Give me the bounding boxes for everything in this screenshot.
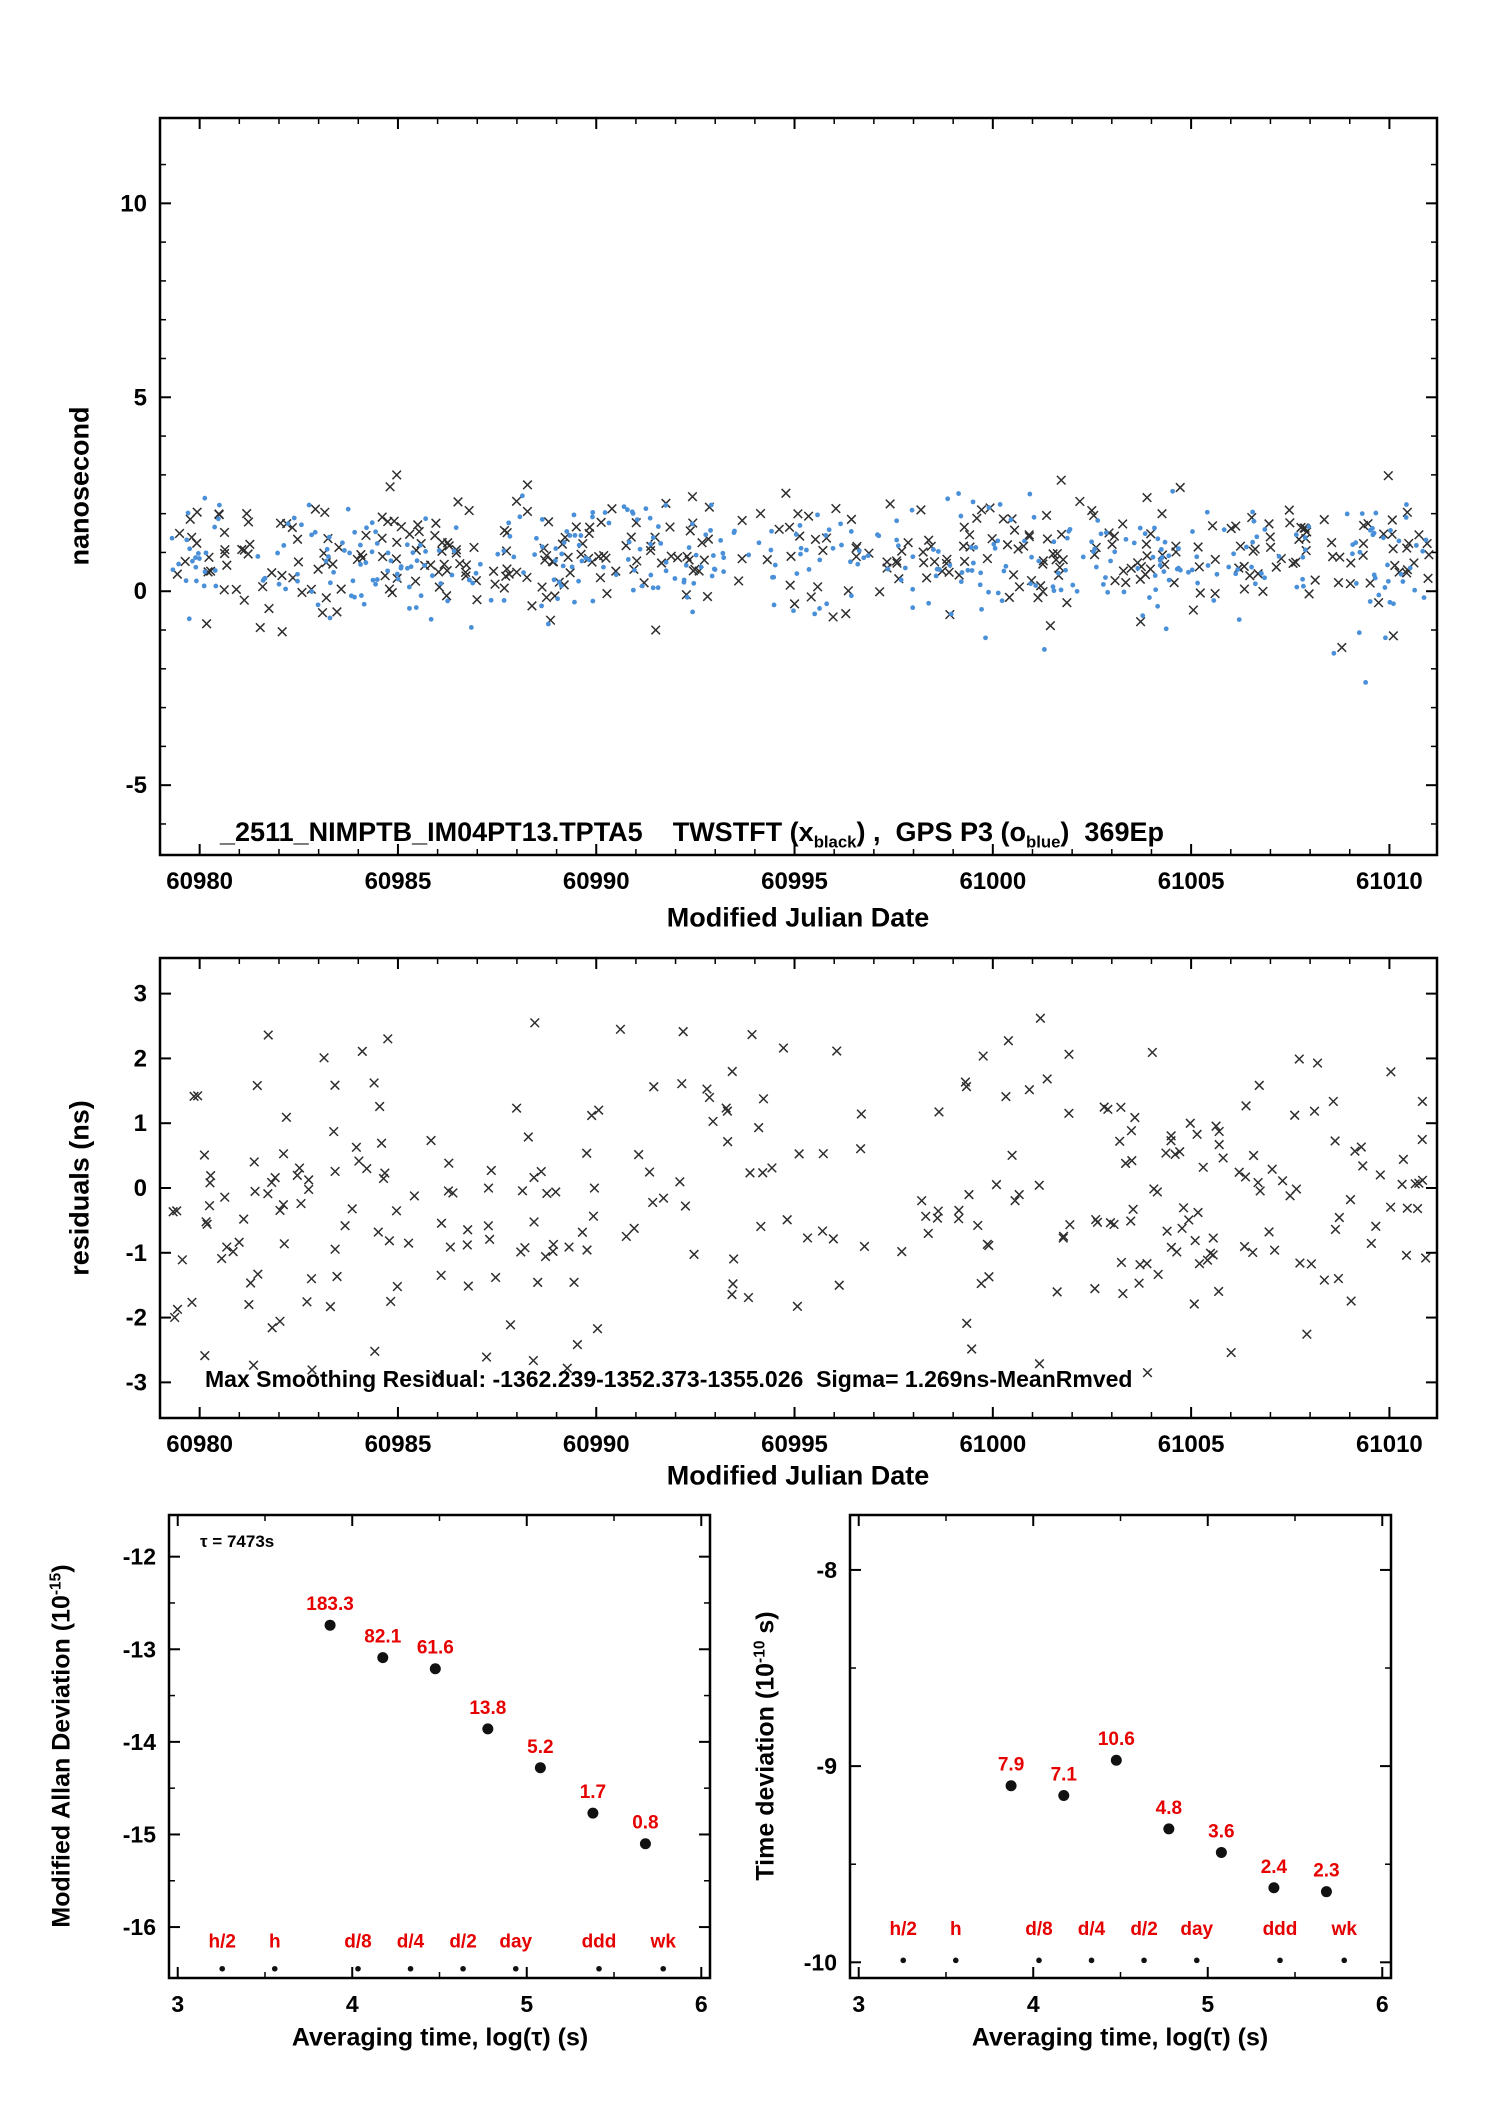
svg-text:61010: 61010 [1356, 1431, 1423, 1458]
svg-text:7.9: 7.9 [998, 1755, 1024, 1776]
svg-text:3: 3 [134, 981, 147, 1008]
svg-text:1: 1 [134, 1110, 147, 1137]
svg-text:-2: -2 [126, 1305, 147, 1332]
y-axis-label-residuals: residuals (ns) [64, 1100, 95, 1276]
tdev-label-main: Time deviation (10 [751, 1662, 780, 1881]
svg-text:4.8: 4.8 [1156, 1798, 1182, 1819]
svg-text:-9: -9 [817, 1753, 837, 1779]
tdev-label-close: s) [751, 1611, 780, 1641]
svg-text:0: 0 [134, 1175, 147, 1202]
svg-text:d/8: d/8 [344, 1931, 371, 1952]
svg-text:183.3: 183.3 [306, 1594, 354, 1615]
svg-text:60980: 60980 [166, 868, 233, 895]
main-title: _2511_NIMPTB_IM04PT13.TPTA5 TWSTFT (xbla… [205, 786, 1164, 852]
svg-text:d/2: d/2 [1130, 1919, 1157, 1940]
svg-text:61010: 61010 [1356, 868, 1423, 895]
svg-text:-16: -16 [123, 1914, 156, 1940]
svg-text:ddd: ddd [1263, 1919, 1298, 1940]
mdev-label-close: ) [47, 1564, 76, 1573]
svg-text:60990: 60990 [563, 1431, 630, 1458]
svg-text:-14: -14 [123, 1729, 156, 1755]
y-axis-label-mdev: Modified Allan Deviation (10-15) [47, 1564, 76, 1927]
svg-text:60995: 60995 [761, 1431, 828, 1458]
svg-text:-3: -3 [126, 1369, 147, 1396]
svg-text:-1: -1 [126, 1240, 147, 1267]
svg-text:h/2: h/2 [890, 1919, 917, 1940]
svg-text:10: 10 [120, 190, 147, 217]
title-sub-blue: blue [1026, 832, 1061, 852]
svg-text:2.4: 2.4 [1261, 1857, 1288, 1878]
residual-annotation: Max Smoothing Residual: -1362.239-1352.3… [205, 1366, 1133, 1392]
svg-text:60995: 60995 [761, 868, 828, 895]
svg-text:day: day [1180, 1919, 1213, 1940]
svg-text:60990: 60990 [563, 868, 630, 895]
svg-text:2.3: 2.3 [1313, 1861, 1339, 1882]
svg-text:ddd: ddd [582, 1931, 617, 1952]
svg-text:-12: -12 [123, 1544, 156, 1570]
svg-text:61000: 61000 [959, 1431, 1026, 1458]
mdev-label-exp: -15 [47, 1572, 65, 1596]
svg-text:4: 4 [1027, 1991, 1040, 2017]
svg-text:61.6: 61.6 [417, 1638, 454, 1659]
y-axis-label-tdev: Time deviation (10-10 s) [751, 1611, 780, 1880]
svg-text:d/2: d/2 [449, 1931, 476, 1952]
svg-text:60985: 60985 [365, 1431, 432, 1458]
svg-text:10.6: 10.6 [1098, 1729, 1135, 1750]
svg-text:61005: 61005 [1158, 1431, 1225, 1458]
svg-text:60980: 60980 [166, 1431, 233, 1458]
svg-text:60985: 60985 [365, 868, 432, 895]
svg-text:3.6: 3.6 [1208, 1821, 1234, 1842]
svg-text:wk: wk [1331, 1919, 1358, 1940]
title-gps: ) , GPS P3 (o [856, 817, 1027, 847]
svg-text:6: 6 [695, 1991, 708, 2017]
svg-text:d/8: d/8 [1025, 1919, 1052, 1940]
svg-text:h: h [950, 1919, 962, 1940]
svg-text:3: 3 [852, 1991, 865, 2017]
svg-text:13.8: 13.8 [469, 1698, 506, 1719]
title-twstft: TWSTFT (x [642, 817, 814, 847]
svg-text:6: 6 [1376, 1991, 1389, 2017]
svg-text:61000: 61000 [959, 868, 1026, 895]
svg-text:-15: -15 [123, 1821, 156, 1847]
svg-text:-13: -13 [123, 1636, 156, 1662]
svg-text:day: day [499, 1931, 532, 1952]
svg-text:wk: wk [650, 1931, 677, 1952]
x-axis-label-mjd-mid: Modified Julian Date [666, 1460, 930, 1491]
svg-text:h/2: h/2 [209, 1931, 236, 1952]
title-filename: _2511_NIMPTB_IM04PT13.TPTA5 [220, 817, 643, 847]
svg-text:5: 5 [520, 1991, 533, 2017]
svg-text:3: 3 [171, 1991, 184, 2017]
svg-text:0: 0 [134, 578, 147, 605]
svg-text:1.7: 1.7 [580, 1782, 606, 1803]
y-axis-label-nanosecond: nanosecond [64, 406, 95, 566]
svg-text:82.1: 82.1 [364, 1627, 401, 1648]
svg-text:0.8: 0.8 [632, 1813, 658, 1834]
x-axis-label-avgtime-left: Averaging time, log(τ) (s) [291, 2023, 589, 2052]
svg-text:61005: 61005 [1158, 868, 1225, 895]
svg-text:2: 2 [134, 1045, 147, 1072]
svg-text:5.2: 5.2 [527, 1737, 553, 1758]
svg-text:-8: -8 [817, 1557, 838, 1583]
svg-text:d/4: d/4 [397, 1931, 425, 1952]
svg-text:-5: -5 [126, 772, 147, 799]
svg-text:4: 4 [346, 1991, 359, 2017]
svg-text:7.1: 7.1 [1051, 1765, 1078, 1786]
svg-text:-10: -10 [804, 1949, 837, 1975]
svg-text:5: 5 [1201, 1991, 1214, 2017]
x-axis-label-avgtime-right: Averaging time, log(τ) (s) [971, 2023, 1269, 2052]
tau-annotation: τ = 7473s [200, 1532, 275, 1551]
svg-text:d/4: d/4 [1078, 1919, 1106, 1940]
tdev-label-exp: -10 [751, 1640, 769, 1663]
svg-text:h: h [269, 1931, 281, 1952]
title-sub-black: black [813, 832, 857, 852]
x-axis-label-mjd-top: Modified Julian Date [666, 902, 930, 933]
title-epochs: ) 369Ep [1060, 817, 1164, 847]
mdev-label-main: Modified Allan Deviation (10 [47, 1595, 76, 1928]
svg-text:5: 5 [134, 384, 147, 411]
